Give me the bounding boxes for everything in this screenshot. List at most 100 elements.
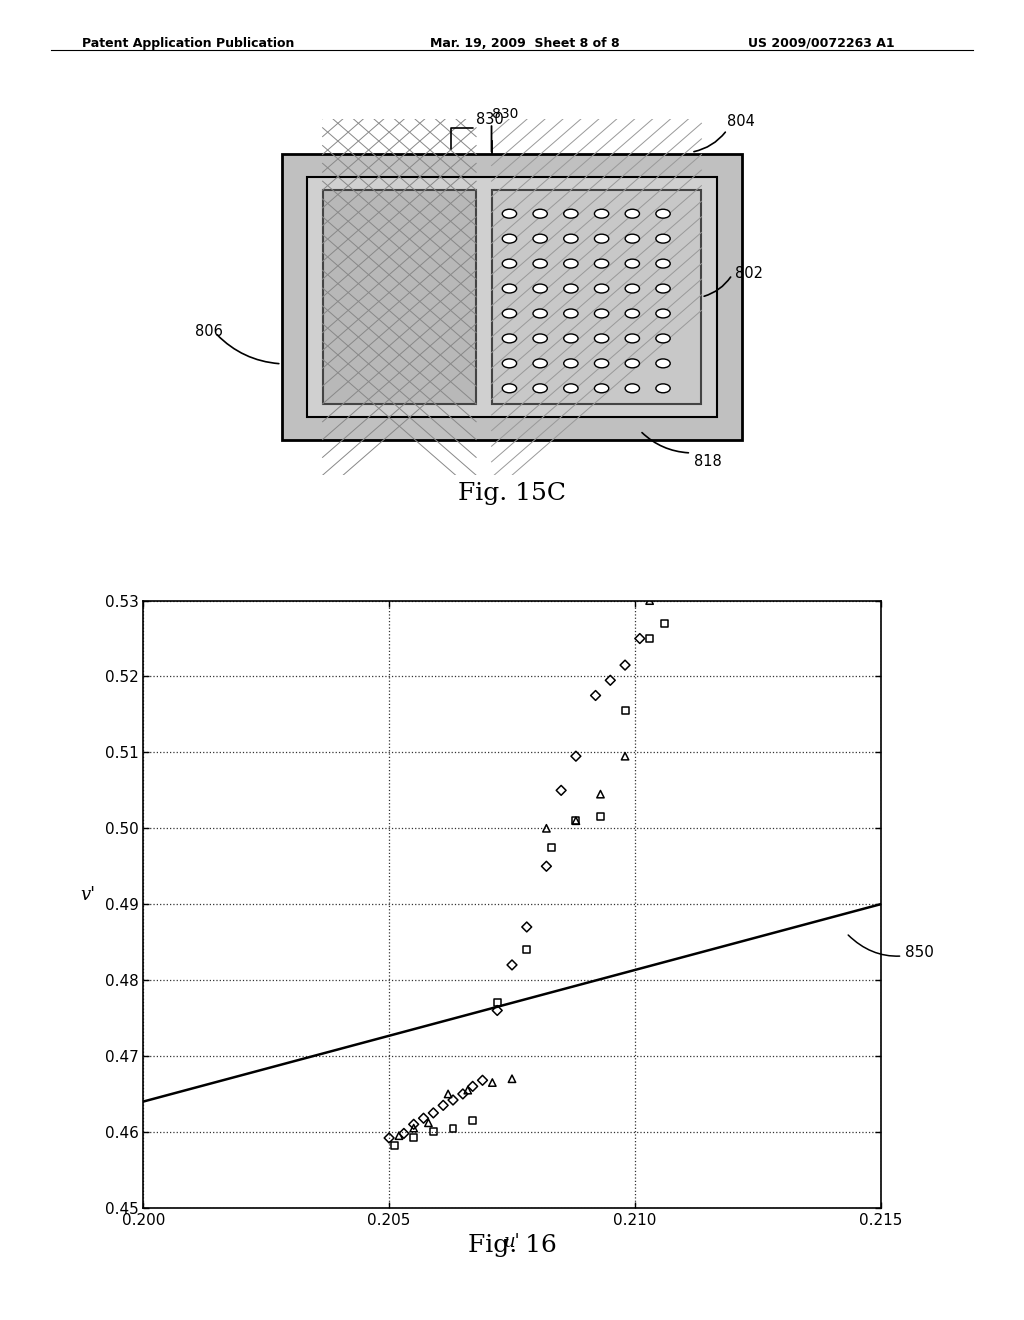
Ellipse shape <box>655 210 670 218</box>
Ellipse shape <box>594 259 608 268</box>
Text: 802: 802 <box>735 267 763 281</box>
Ellipse shape <box>564 359 579 368</box>
Ellipse shape <box>564 234 579 243</box>
Text: 806: 806 <box>195 325 222 339</box>
Ellipse shape <box>594 359 608 368</box>
Point <box>553 780 569 801</box>
Bar <box>282 154 742 440</box>
Ellipse shape <box>564 384 579 393</box>
Ellipse shape <box>534 334 548 343</box>
Ellipse shape <box>534 309 548 318</box>
Point <box>465 1110 481 1131</box>
Point <box>420 1113 436 1134</box>
Point <box>465 1076 481 1097</box>
Point <box>416 1107 432 1129</box>
Ellipse shape <box>503 234 517 243</box>
Ellipse shape <box>655 309 670 318</box>
Ellipse shape <box>625 309 639 318</box>
Ellipse shape <box>503 309 517 318</box>
Text: Mar. 19, 2009  Sheet 8 of 8: Mar. 19, 2009 Sheet 8 of 8 <box>430 37 620 50</box>
Point <box>425 1102 441 1123</box>
Y-axis label: v': v' <box>81 886 95 904</box>
Ellipse shape <box>655 334 670 343</box>
Ellipse shape <box>655 284 670 293</box>
Point <box>489 993 506 1014</box>
Point <box>455 1084 471 1105</box>
Bar <box>492 190 701 404</box>
Ellipse shape <box>503 284 517 293</box>
Ellipse shape <box>655 234 670 243</box>
Ellipse shape <box>534 384 548 393</box>
Point <box>641 590 657 611</box>
Ellipse shape <box>594 309 608 318</box>
Point <box>616 655 633 676</box>
Ellipse shape <box>564 259 579 268</box>
Point <box>539 818 555 840</box>
Ellipse shape <box>625 334 639 343</box>
Ellipse shape <box>655 359 670 368</box>
Text: 804: 804 <box>727 114 755 128</box>
Ellipse shape <box>625 359 639 368</box>
Ellipse shape <box>564 284 579 293</box>
Point <box>406 1118 422 1139</box>
Point <box>518 940 535 961</box>
Text: US 2009/0072263 A1: US 2009/0072263 A1 <box>748 37 894 50</box>
Text: Fig. 16: Fig. 16 <box>468 1234 556 1257</box>
Point <box>406 1127 422 1148</box>
Text: 830: 830 <box>492 107 518 121</box>
Ellipse shape <box>594 234 608 243</box>
Text: 850: 850 <box>848 935 934 961</box>
Text: Fig. 15C: Fig. 15C <box>458 482 566 504</box>
Point <box>435 1094 452 1115</box>
Ellipse shape <box>594 384 608 393</box>
Point <box>425 1122 441 1143</box>
Ellipse shape <box>534 259 548 268</box>
Ellipse shape <box>534 210 548 218</box>
Point <box>616 746 633 767</box>
Point <box>444 1118 461 1139</box>
Ellipse shape <box>625 259 639 268</box>
Ellipse shape <box>625 384 639 393</box>
Point <box>444 1089 461 1110</box>
Point <box>539 855 555 876</box>
Ellipse shape <box>625 234 639 243</box>
Ellipse shape <box>534 284 548 293</box>
Point <box>518 916 535 937</box>
Ellipse shape <box>625 210 639 218</box>
Point <box>588 685 604 706</box>
Ellipse shape <box>503 259 517 268</box>
X-axis label: u': u' <box>504 1233 520 1251</box>
Point <box>504 954 520 975</box>
Point <box>567 746 584 767</box>
Point <box>504 1068 520 1089</box>
Point <box>474 1069 490 1090</box>
Ellipse shape <box>503 359 517 368</box>
Point <box>602 669 618 690</box>
Text: Patent Application Publication: Patent Application Publication <box>82 37 294 50</box>
Point <box>381 1127 397 1148</box>
Ellipse shape <box>534 359 548 368</box>
Point <box>386 1135 402 1156</box>
Ellipse shape <box>503 210 517 218</box>
Ellipse shape <box>503 384 517 393</box>
Ellipse shape <box>594 284 608 293</box>
Ellipse shape <box>594 210 608 218</box>
Point <box>460 1080 476 1101</box>
Text: 830: 830 <box>476 112 504 127</box>
Point <box>592 784 608 805</box>
Text: 818: 818 <box>694 454 722 469</box>
Ellipse shape <box>564 309 579 318</box>
Point <box>440 1084 457 1105</box>
Point <box>395 1123 412 1144</box>
Point <box>616 700 633 721</box>
Ellipse shape <box>625 284 639 293</box>
Ellipse shape <box>564 210 579 218</box>
Point <box>406 1114 422 1135</box>
Point <box>567 810 584 832</box>
Point <box>632 628 648 649</box>
Bar <box>307 177 717 417</box>
Point <box>391 1125 408 1146</box>
Point <box>543 837 559 858</box>
Point <box>567 810 584 832</box>
Ellipse shape <box>534 234 548 243</box>
